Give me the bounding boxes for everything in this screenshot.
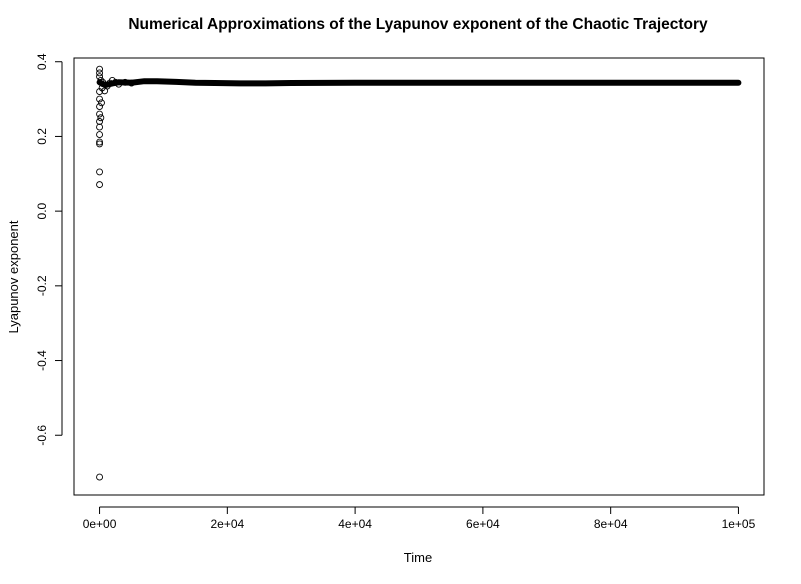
data-point [96, 123, 104, 131]
data-point [96, 181, 104, 189]
data-point [96, 118, 104, 125]
y-axis: -0.6 -0.4 -0.2 0.0 0.2 0.4 [35, 53, 63, 446]
x-tick-label: 4e+04 [338, 517, 372, 531]
data-point [97, 76, 105, 84]
x-axis: 0e+00 2e+04 4e+04 6e+04 8e+04 1e+05 [83, 506, 756, 531]
data-point [115, 80, 123, 88]
data-point [121, 78, 129, 86]
y-tick-label: -0.4 [35, 350, 49, 371]
y-tick-label: 0.4 [35, 53, 49, 70]
data-point [96, 168, 104, 176]
x-tick-label: 8e+04 [594, 517, 628, 531]
data-point [96, 138, 104, 146]
data-point [96, 73, 104, 81]
x-tick-label: 2e+04 [210, 517, 244, 531]
trajectory-band [96, 78, 742, 88]
y-axis-label: Lyapunov exponent [6, 220, 21, 333]
x-tick-label: 6e+04 [466, 517, 500, 531]
x-axis-label: Time [404, 550, 432, 565]
x-tick-label: 0e+00 [83, 517, 117, 531]
data-point [96, 65, 104, 73]
data-point [96, 473, 104, 481]
y-tick-label: -0.2 [35, 275, 49, 296]
y-tick-label: 0.2 [35, 128, 49, 145]
data-point [96, 131, 104, 139]
data-point [98, 99, 105, 107]
plot-frame [73, 57, 765, 496]
y-tick-label: 0.0 [35, 202, 49, 219]
y-tick-label: -0.6 [35, 425, 49, 446]
plot-marks [96, 65, 742, 481]
data-point [96, 140, 104, 148]
data-point [99, 78, 107, 86]
chart-title: Numerical Approximations of the Lyapunov… [128, 16, 708, 33]
data-point [96, 69, 104, 77]
x-tick-label: 1e+05 [722, 517, 756, 531]
data-point [97, 114, 105, 122]
data-point [128, 79, 135, 87]
data-point [96, 103, 104, 111]
data-point [96, 110, 104, 118]
data-point [96, 95, 104, 103]
